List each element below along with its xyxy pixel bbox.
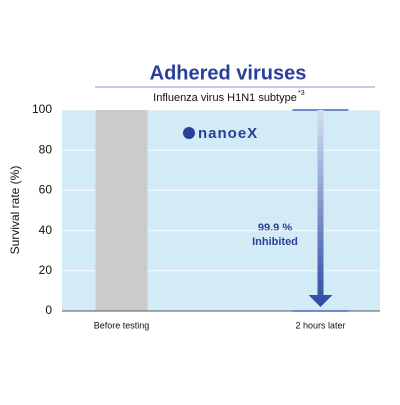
brand-logo: nanoeX xyxy=(198,125,258,142)
y-tick-label: 40 xyxy=(39,223,53,237)
annotation: Inhibited xyxy=(252,236,298,248)
chart-subtitle: Influenza virus H1N1 subtype xyxy=(153,92,297,104)
y-tick-label: 80 xyxy=(39,142,53,156)
x-tick-label: 2 hours later xyxy=(295,320,345,330)
annotation: 99.9 % xyxy=(258,222,292,234)
bar xyxy=(95,110,148,311)
reduction-arrow xyxy=(308,110,333,307)
chart-title: Adhered viruses xyxy=(150,62,307,84)
brand-icon xyxy=(183,127,195,139)
y-axis-title: Survival rate (%) xyxy=(8,166,22,255)
y-tick-label: 20 xyxy=(39,263,53,277)
y-tick-label: 0 xyxy=(45,303,52,317)
subtitle-note: *3 xyxy=(298,90,305,97)
x-tick-label: Before testing xyxy=(94,320,150,330)
y-tick-label: 60 xyxy=(39,183,53,197)
y-tick-label: 100 xyxy=(32,102,52,116)
